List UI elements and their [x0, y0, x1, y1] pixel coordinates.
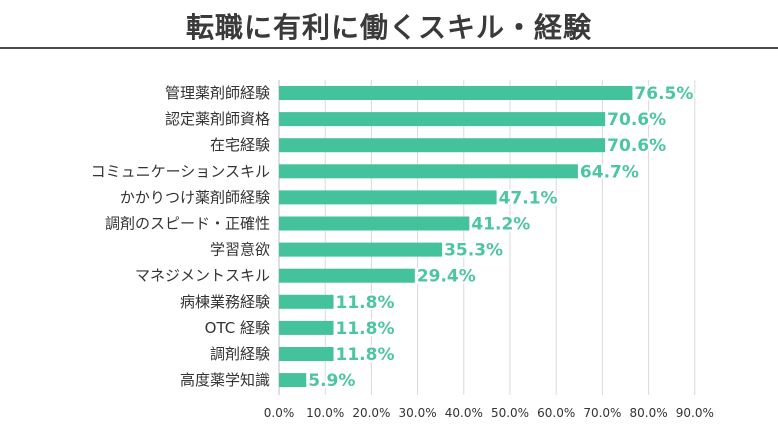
bar — [279, 294, 334, 309]
value-label: 41.2% — [471, 215, 530, 235]
bar — [279, 190, 497, 205]
category-label: 在宅経験 — [210, 136, 270, 154]
bar — [279, 164, 578, 179]
category-label: 認定薬剤師資格 — [165, 110, 270, 128]
bar — [279, 347, 334, 361]
category-label: OTC 経験 — [205, 319, 270, 337]
x-tick-labels: 0.0% 10.0% 20.0% 30.0% 40.0% 50.0% 60.0% 70.0% 8… — [264, 406, 714, 420]
value-label: 5.9% — [308, 371, 355, 391]
category-label: 高度薬学知識 — [180, 371, 270, 389]
bar — [279, 138, 606, 153]
value-labels: 76.5% 70.6% 70.6% 64.7% 47.1% 41.2% 35.3% 29.4%… — [306, 82, 695, 393]
x-tick-label: 30.0% — [399, 406, 437, 420]
bar — [279, 242, 443, 257]
x-tick-label: 70.0% — [583, 406, 621, 420]
x-tick-label: 50.0% — [491, 406, 529, 420]
value-label: 11.8% — [336, 293, 395, 313]
x-tick-label: 0.0% — [264, 406, 295, 420]
category-label: 管理薬剤師経験 — [165, 84, 270, 102]
x-tick-label: 90.0% — [676, 406, 714, 420]
value-label: 64.7% — [580, 162, 639, 182]
category-label: マネジメントスキル — [135, 267, 270, 285]
value-label: 11.8% — [336, 345, 395, 365]
x-tick-label: 40.0% — [445, 406, 483, 420]
category-label: 調剤経験 — [210, 345, 270, 363]
value-label: 70.6% — [607, 136, 666, 156]
category-label: 調剤のスピード・正確性 — [105, 215, 270, 233]
category-label: コミュニケーションスキル — [91, 162, 270, 180]
value-label: 29.4% — [417, 267, 476, 287]
bar — [279, 268, 415, 283]
title-divider — [0, 47, 778, 49]
category-label: 学習意欲 — [210, 241, 270, 259]
bar — [279, 112, 606, 127]
category-labels: 管理薬剤師経験認定薬剤師資格在宅経験コミュニケーションスキルかかりつけ薬剤師経験… — [91, 84, 270, 389]
category-label: かかりつけ薬剤師経験 — [120, 188, 270, 206]
value-label: 35.3% — [444, 241, 503, 261]
x-tick-label: 80.0% — [630, 406, 668, 420]
value-label: 47.1% — [499, 188, 558, 208]
bar — [279, 216, 470, 231]
chart-title: 転職に有利に働くスキル・経験 — [185, 11, 592, 44]
value-label: 70.6% — [607, 110, 666, 130]
category-label: 病棟業務経験 — [180, 293, 270, 311]
x-tick-label: 60.0% — [537, 406, 575, 420]
x-tick-label: 20.0% — [352, 406, 390, 420]
value-label: 11.8% — [336, 319, 395, 339]
grid-lines — [278, 80, 696, 395]
bar — [279, 320, 334, 335]
bars — [279, 86, 633, 388]
x-tick-label: 10.0% — [306, 406, 344, 420]
value-label: 76.5% — [634, 84, 693, 104]
bar — [279, 373, 307, 388]
bar — [279, 86, 633, 100]
